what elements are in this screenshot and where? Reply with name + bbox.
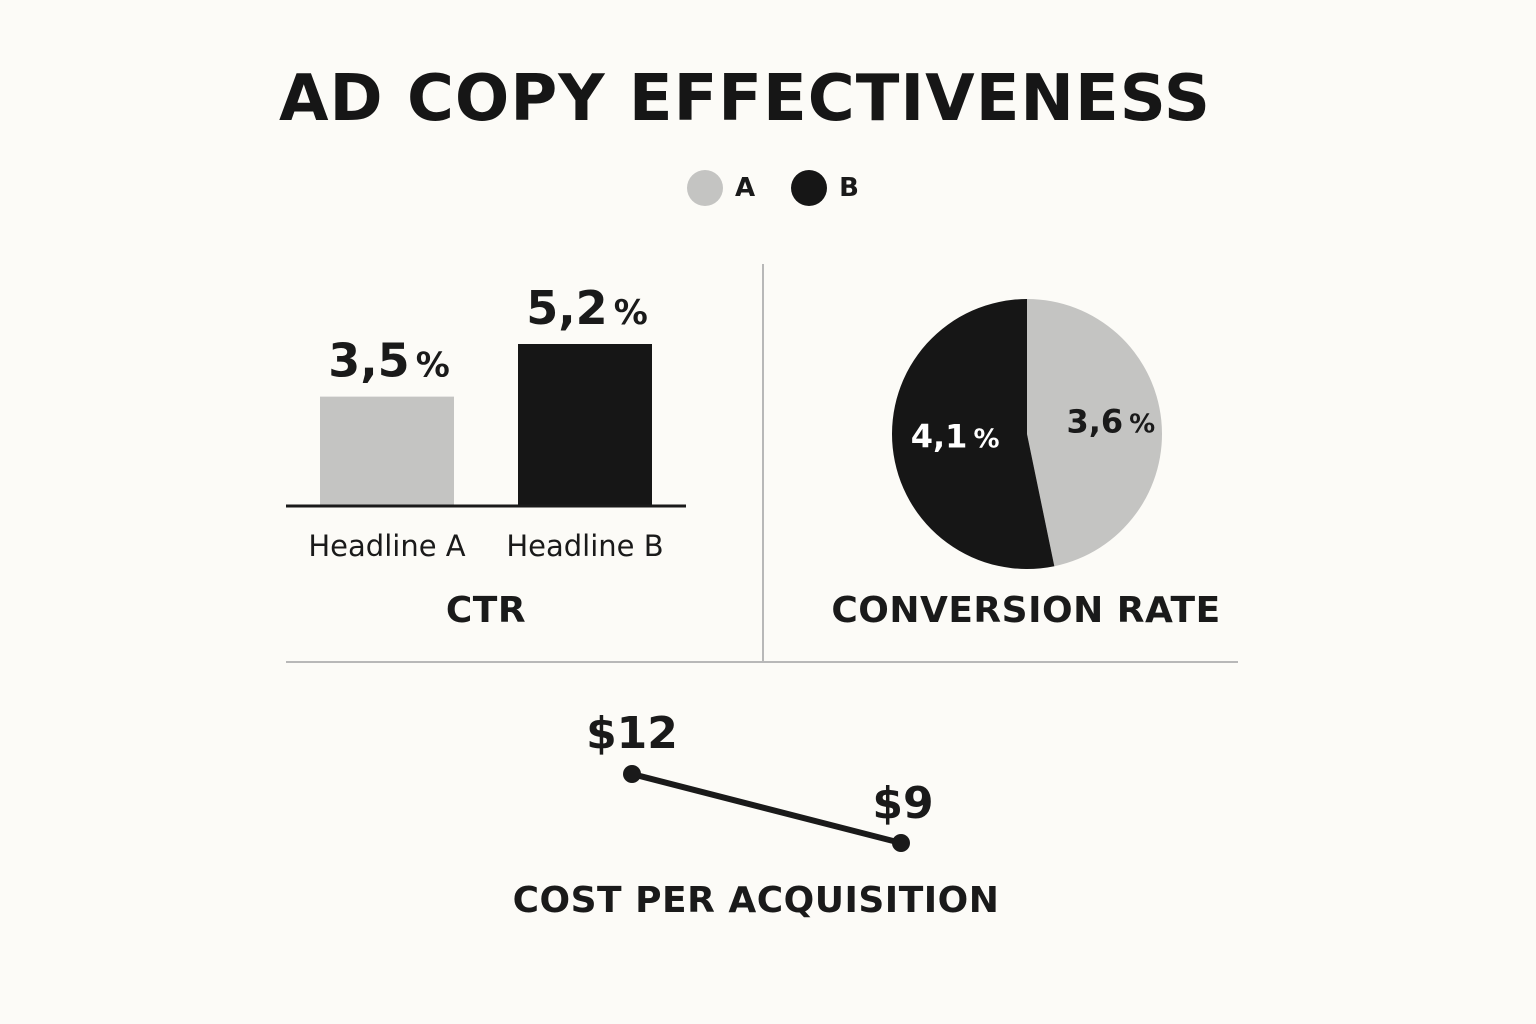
cpa-point-a xyxy=(623,765,641,783)
cpa-label-a: $12 xyxy=(586,708,678,759)
pie-slice-b xyxy=(892,299,1055,569)
ctr-title: CTR xyxy=(445,590,527,631)
conversion-title: CONVERSION RATE xyxy=(831,590,1221,631)
cpa-point-b xyxy=(892,834,910,852)
pie-label-b: 4,1% xyxy=(911,418,1000,456)
legend-item-a: A xyxy=(687,170,755,206)
legend-swatch-a xyxy=(687,170,724,206)
legend-swatch-b xyxy=(791,170,828,206)
horizontal-divider xyxy=(286,661,1238,663)
pie-label-a: 3,6% xyxy=(1066,402,1155,440)
vertical-divider xyxy=(762,264,764,662)
cpa-title: COST PER ACQUISITION xyxy=(512,880,1000,921)
bar-value-label-b: 5,2% xyxy=(526,281,648,335)
legend-label-b: B xyxy=(839,173,859,203)
cpa-line xyxy=(629,771,904,846)
bar-category-label-b: Headline B xyxy=(506,529,663,563)
bar-category-label-a: Headline A xyxy=(308,529,465,563)
legend: A B xyxy=(0,170,1536,206)
bar-a xyxy=(320,396,454,505)
bar-value-label-a: 3,5% xyxy=(328,334,450,388)
legend-label-a: A xyxy=(735,173,756,203)
page-title: AD COPY EFFECTIVENESS xyxy=(279,62,1211,136)
pie-slice-a xyxy=(1027,299,1162,567)
cpa-label-b: $9 xyxy=(872,778,933,829)
legend-item-b: B xyxy=(791,170,859,206)
bar-b xyxy=(518,344,652,505)
